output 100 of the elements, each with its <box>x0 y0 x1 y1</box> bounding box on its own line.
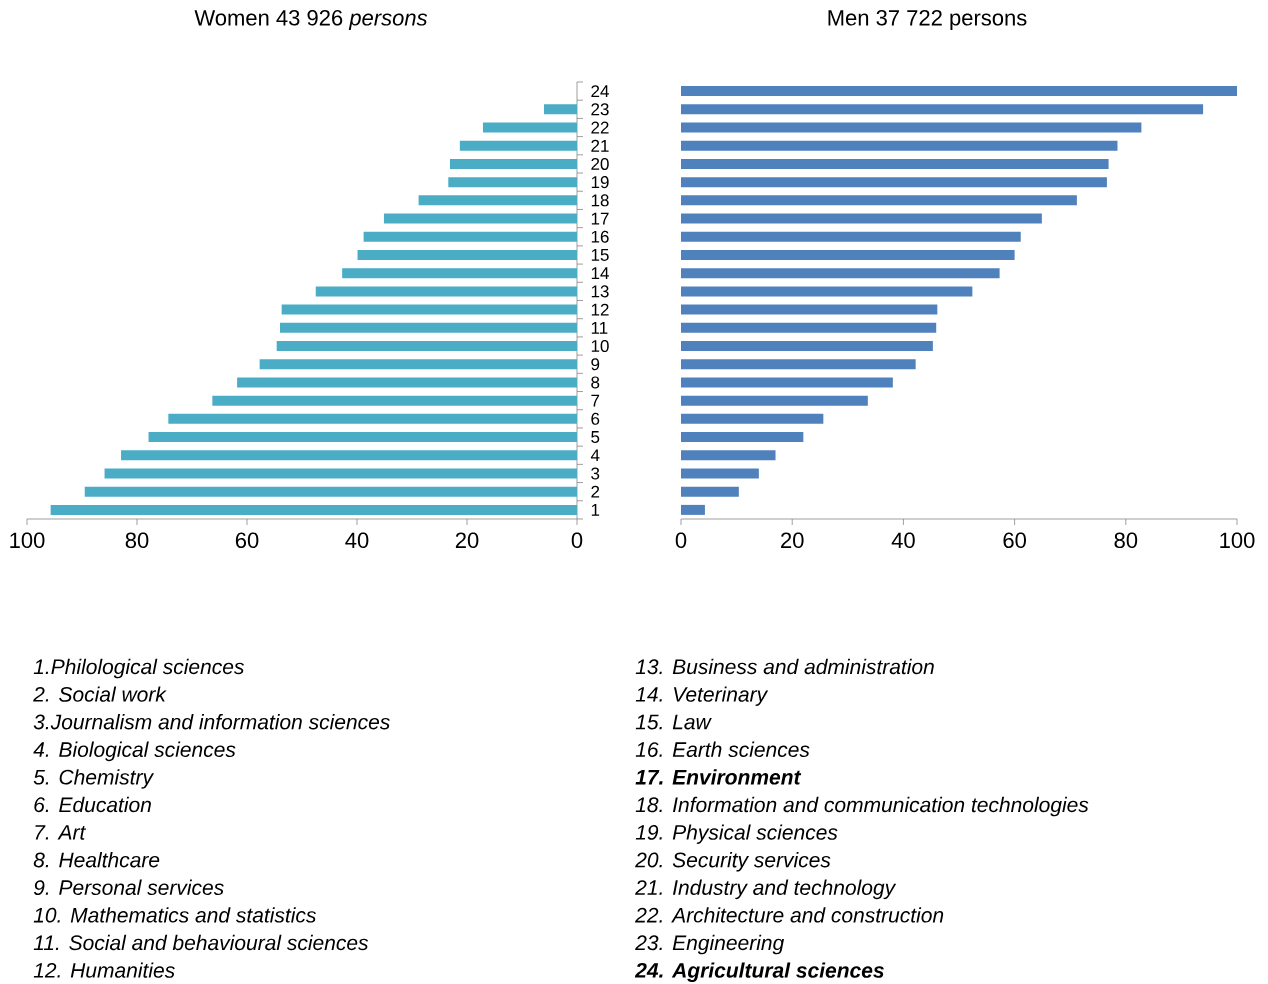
bar <box>276 341 577 352</box>
bar <box>681 104 1204 115</box>
bar <box>681 158 1109 169</box>
bar <box>681 486 739 497</box>
x-tick-label: 80 <box>125 532 149 549</box>
bar <box>418 195 577 206</box>
y-tick-label: 12 <box>591 303 609 316</box>
bar <box>681 377 893 388</box>
bar <box>681 341 933 352</box>
bar <box>681 122 1142 133</box>
text: 10. Mathematics and statistics <box>33 907 316 923</box>
y-tick-label: 13 <box>591 285 609 298</box>
y-tick-label: 7 <box>591 394 600 407</box>
y-tick-label: 8 <box>591 376 600 389</box>
bar <box>357 249 577 260</box>
x-tick-label: 40 <box>345 532 369 549</box>
bar <box>681 213 1042 224</box>
bar <box>681 468 759 479</box>
bar <box>681 195 1077 206</box>
bar <box>681 304 938 315</box>
bar <box>681 140 1118 151</box>
text: 18. Information and communication technologies <box>635 796 1089 817</box>
text: 4. Biological sciences <box>33 741 236 762</box>
text: 13. Business and administration <box>635 658 934 675</box>
bar <box>104 468 577 479</box>
bar <box>212 395 577 406</box>
y-tick-label: 16 <box>591 230 609 243</box>
text: 23. Engineering <box>635 934 785 955</box>
text: 24. Agricultural sciences <box>634 962 884 982</box>
text: 1.Philological sciences <box>33 658 244 679</box>
y-tick-label: 4 <box>590 449 600 462</box>
y-tick-label: 14 <box>591 267 609 280</box>
bar <box>681 322 937 333</box>
text: 19. Physical sciences <box>635 824 838 844</box>
bar <box>259 359 577 370</box>
bar <box>383 213 577 224</box>
bar <box>50 504 577 515</box>
y-tick-label: 22 <box>591 121 609 134</box>
bar <box>681 86 1238 97</box>
bar <box>363 231 577 242</box>
y-tick-label: 15 <box>591 249 609 261</box>
text: 21. Industry and technology <box>635 879 897 900</box>
bar <box>342 268 577 279</box>
bar <box>681 268 1000 279</box>
text: 20. Security services <box>635 851 831 872</box>
x-tick-label: 0 <box>675 532 687 549</box>
x-tick-label: 20 <box>781 532 804 549</box>
bar <box>681 249 1015 260</box>
text: 3.Journalism and information sciences <box>33 713 390 730</box>
bar <box>280 322 577 333</box>
y-tick-label: 21 <box>591 139 609 152</box>
bar <box>544 104 577 115</box>
bar <box>681 231 1021 242</box>
x-tick-label: 20 <box>455 532 479 549</box>
y-tick-label: 10 <box>591 339 609 353</box>
x-tick-label: 60 <box>235 532 259 549</box>
text: 8. Healthcare <box>33 851 160 868</box>
y-tick-label: 2 <box>591 485 600 498</box>
bar <box>148 432 577 443</box>
text: 15. Law <box>635 714 712 730</box>
text: 12. Humanities <box>33 962 175 978</box>
y-tick-label: 18 <box>591 194 609 207</box>
text: 2. Social work <box>33 686 167 702</box>
text: 17. Environment <box>635 769 802 785</box>
bar <box>448 177 577 188</box>
text: 7. Art <box>35 825 87 840</box>
y-tick-label: 3 <box>591 467 600 480</box>
y-tick-label: 6 <box>591 412 600 425</box>
x-tick-label: 60 <box>1003 532 1026 549</box>
bar <box>168 413 577 424</box>
bar <box>482 122 577 133</box>
text: 16. Earth sciences <box>635 741 810 757</box>
y-tick-label: 5 <box>591 431 600 443</box>
text: 22. Architecture and construction <box>635 907 944 923</box>
x-tick-label: 0 <box>571 532 583 549</box>
bar <box>681 432 804 443</box>
bar <box>681 450 776 461</box>
bar <box>237 377 577 388</box>
y-tick-label: 20 <box>591 157 609 170</box>
chart-title: Men 37 722 persons <box>828 10 1027 30</box>
text: 9. Personal services <box>33 879 224 895</box>
bar <box>681 395 868 406</box>
bar <box>681 413 824 424</box>
text: 6. Education <box>34 796 151 813</box>
y-tick-label: 9 <box>591 358 600 371</box>
text: 5. Chemistry <box>33 769 155 789</box>
y-tick-label: 1 <box>591 504 600 516</box>
x-tick-label: 80 <box>1114 532 1138 549</box>
bar <box>459 140 577 151</box>
bar <box>681 359 916 370</box>
text: 14. Veterinary <box>635 686 769 706</box>
bar <box>315 286 577 297</box>
y-tick-label: 24 <box>591 85 609 98</box>
bar <box>681 177 1107 188</box>
y-tick-label: 17 <box>591 212 609 225</box>
bar <box>121 450 577 461</box>
text: 11. Social and behavioural sciences <box>33 934 369 951</box>
x-tick-label: 100 <box>1220 532 1255 549</box>
y-tick-label: 11 <box>591 321 608 334</box>
bar <box>281 304 577 315</box>
